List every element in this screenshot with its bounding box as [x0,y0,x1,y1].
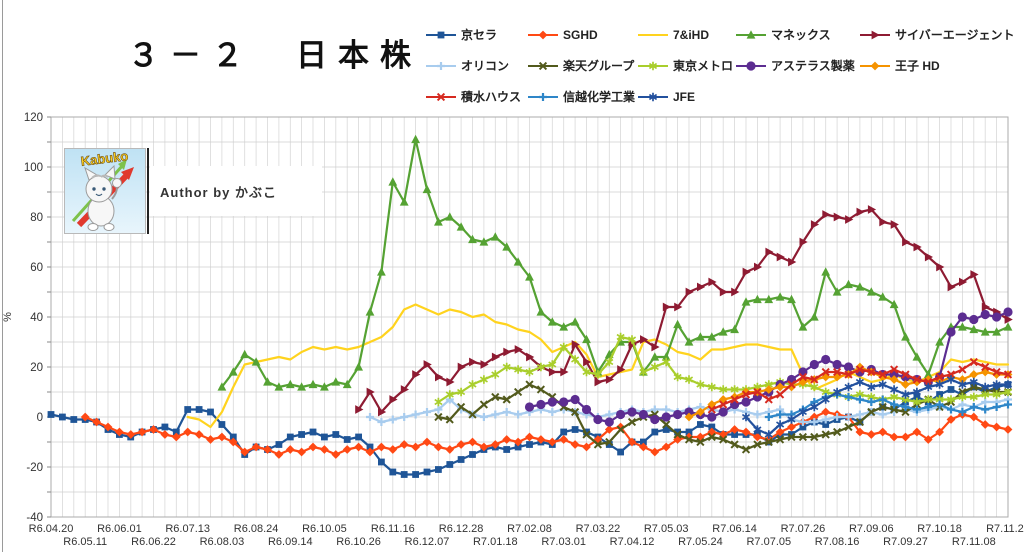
x-axis-labels: R6.04.20 R6.06.01 R6.07.13 R6.08.24 R6.10.05… [29,523,1024,548]
svg-text:120: 120 [24,112,43,124]
legend-label: 王子 HD [895,59,940,73]
y-axis-labels: 120 100 80 60 40 20 0 -20 -40% [2,112,43,524]
svg-text:%: % [2,312,14,322]
legend-label: 楽天グループ [563,59,635,73]
svg-text:R7.09.06: R7.09.06 [849,523,894,535]
svg-text:R7.03.01: R7.03.01 [541,536,586,548]
legend-label: 信越化学工業 [563,90,636,104]
legend-marker-icon [528,30,558,39]
series-SGHD [80,407,1013,459]
legend-label: 東京メトロ [673,59,734,73]
svg-text:R7.08.16: R7.08.16 [815,536,860,548]
chart-legend: 京セラ SGHD 7&iHD マネックス サイバーエージェントオリコン 楽天グループ 東京メ… [426,26,1024,105]
legend-item-JFE: JFE [638,88,734,105]
legend-marker-icon [736,29,766,39]
legend-label: 7&iHD [673,27,710,42]
kabuko-logo: Kabuko [64,148,146,234]
legend-item-京セラ: 京セラ [426,26,526,43]
svg-text:R7.04.12: R7.04.12 [610,536,655,548]
svg-text:R6.12.07: R6.12.07 [405,536,450,548]
svg-text:R6.06.22: R6.06.22 [131,536,176,548]
svg-text:R7.06.14: R7.06.14 [712,523,757,535]
legend-marker-icon [860,61,890,70]
svg-text:R6.10.05: R6.10.05 [302,523,347,535]
svg-text:R7.02.08: R7.02.08 [507,523,552,535]
legend-label: サイバーエージェント [895,28,1015,42]
author-label: Author by かぶこ [150,166,322,216]
series-積水ハウス [707,357,1013,414]
legend-label: マネックス [771,28,831,42]
svg-text:R7.01.18: R7.01.18 [473,536,518,548]
legend-marker-icon [638,61,668,70]
series-サイバーエージェント [355,205,1013,417]
svg-text:R6.04.20: R6.04.20 [29,523,74,535]
series-楽天グループ [434,380,1013,454]
svg-text:R7.09.27: R7.09.27 [883,536,928,548]
legend-marker-icon [426,31,456,38]
legend-item-東京メトロ: 東京メトロ [638,57,734,74]
svg-text:R7.10.18: R7.10.18 [917,523,962,535]
svg-text:40: 40 [30,312,43,324]
svg-text:80: 80 [30,212,43,224]
svg-text:-20: -20 [26,462,43,474]
legend-marker-icon [638,33,668,36]
legend-marker-icon [528,92,558,101]
logo-divider-line [147,148,149,234]
chart-title: ３－２ 日本株 [128,38,422,73]
svg-text:R7.11.08: R7.11.08 [952,536,996,548]
svg-text:R7.05.24: R7.05.24 [678,536,723,548]
legend-marker-icon [638,92,668,101]
legend-item-王子 HD: 王子 HD [860,57,1024,74]
legend-item-積水ハウス: 積水ハウス [426,88,526,105]
legend-marker-icon [860,30,890,39]
series-JFE [741,375,1013,439]
legend-marker-icon [426,92,456,101]
svg-text:R6.12.28: R6.12.28 [439,523,484,535]
page-left-border [2,0,3,552]
legend-label: アステラス製薬 [771,59,855,73]
legend-marker-icon [426,61,456,70]
svg-text:R6.11.16: R6.11.16 [371,523,415,535]
series-マネックス [217,134,1013,391]
legend-label: 積水ハウス [461,90,522,104]
svg-text:R7.05.03: R7.05.03 [644,523,689,535]
legend-item-楽天グループ: 楽天グループ [528,57,636,74]
legend-label: オリコン [461,59,510,73]
svg-text:20: 20 [30,362,43,374]
svg-text:R7.03.22: R7.03.22 [576,523,621,535]
svg-text:R7.11.29: R7.11.29 [986,523,1024,535]
legend-item-SGHD: SGHD [528,26,636,43]
svg-text:R6.08.03: R6.08.03 [200,536,245,548]
svg-text:R6.09.14: R6.09.14 [268,536,313,548]
svg-text:R7.07.26: R7.07.26 [781,523,826,535]
svg-text:R6.05.11: R6.05.11 [63,536,107,548]
legend-marker-icon [736,60,766,71]
legend-item-7&iHD: 7&iHD [638,26,734,43]
svg-text:0: 0 [37,412,43,424]
legend-item-オリコン: オリコン [426,57,526,74]
svg-text:R6.10.26: R6.10.26 [336,536,381,548]
legend-label: SGHD [563,27,598,42]
legend-item-信越化学工業: 信越化学工業 [528,88,636,105]
svg-text:100: 100 [24,162,43,174]
svg-text:R6.06.01: R6.06.01 [97,523,142,535]
kabuko-logo-text: Kabuko [80,149,129,169]
legend-label: 京セラ [461,28,498,42]
kabuko-cat-icon: Kabuko [65,148,145,233]
legend-marker-icon [528,61,558,70]
legend-item-マネックス: マネックス [736,26,858,43]
legend-item-アステラス製薬: アステラス製薬 [736,57,858,74]
svg-text:R6.08.24: R6.08.24 [234,523,279,535]
legend-item-サイバーエージェント: サイバーエージェント [860,26,1024,43]
svg-text:60: 60 [30,262,43,274]
svg-text:R7.07.05: R7.07.05 [746,536,791,548]
author-text: Author by かぶこ [160,184,277,200]
legend-label: JFE [673,89,696,104]
svg-text:-40: -40 [26,512,43,524]
svg-text:R6.07.13: R6.07.13 [165,523,210,535]
